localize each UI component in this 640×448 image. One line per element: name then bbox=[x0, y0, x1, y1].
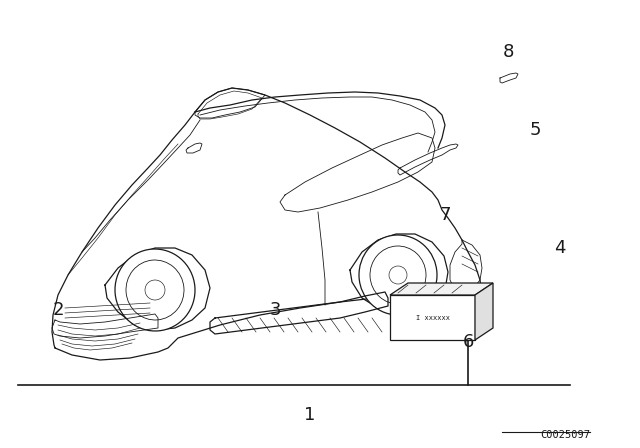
Polygon shape bbox=[390, 283, 493, 295]
Text: 3: 3 bbox=[269, 301, 281, 319]
Text: I xxxxxx: I xxxxxx bbox=[415, 314, 449, 320]
Text: 4: 4 bbox=[554, 239, 566, 257]
Ellipse shape bbox=[389, 266, 407, 284]
Ellipse shape bbox=[145, 280, 165, 300]
Text: 7: 7 bbox=[439, 206, 451, 224]
Polygon shape bbox=[475, 283, 493, 340]
Polygon shape bbox=[390, 295, 475, 340]
Text: 6: 6 bbox=[462, 333, 474, 351]
Ellipse shape bbox=[115, 249, 195, 331]
Text: C0025097: C0025097 bbox=[540, 430, 590, 440]
Ellipse shape bbox=[359, 235, 437, 315]
Text: 5: 5 bbox=[529, 121, 541, 139]
Text: 2: 2 bbox=[52, 301, 64, 319]
Text: 8: 8 bbox=[502, 43, 514, 61]
Text: 1: 1 bbox=[304, 406, 316, 424]
